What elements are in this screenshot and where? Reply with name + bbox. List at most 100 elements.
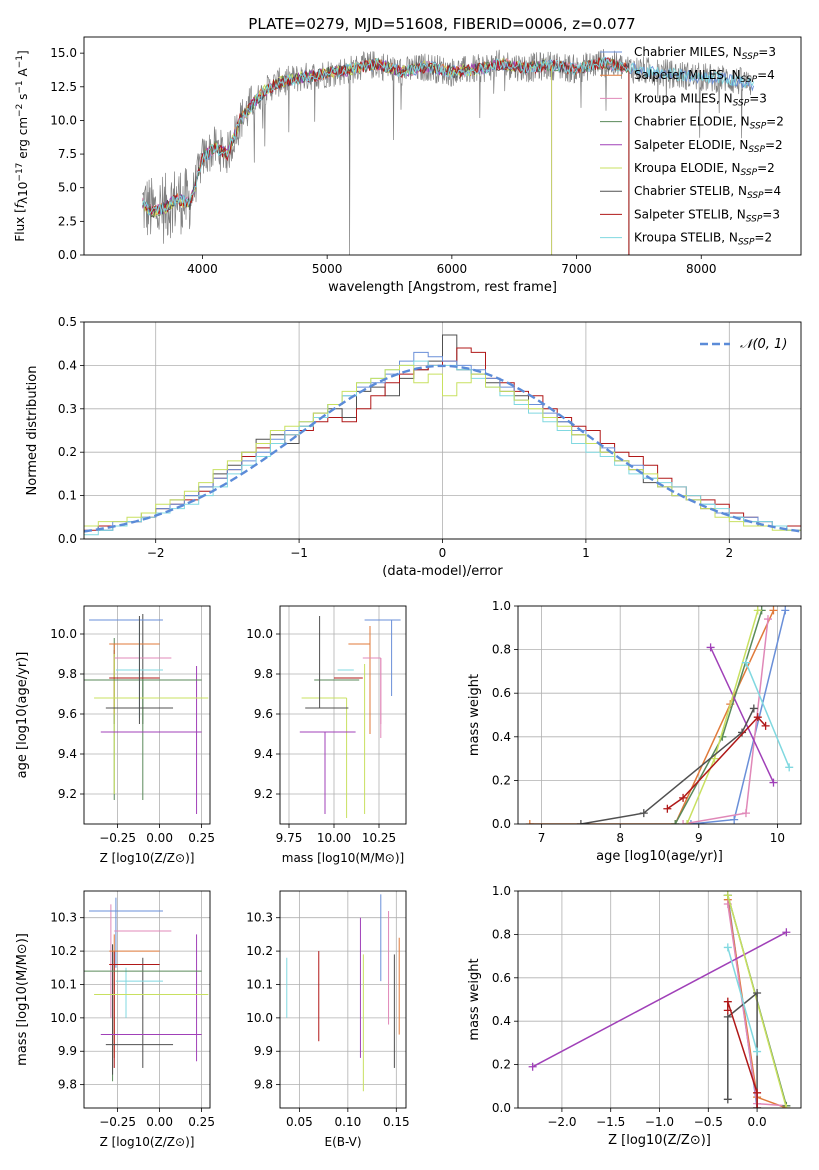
plus-marker — [785, 763, 794, 772]
x-tick-label: 0 — [439, 546, 447, 560]
x-tick-label: 8 — [616, 831, 624, 845]
plus-marker — [639, 809, 648, 818]
spectrum-panel: 4000 5000 6000 7000 8000 0.0 2.5 5.0 7.5 10.0 12.5… — [13, 36, 802, 295]
y-tick-label: 0.0 — [492, 1101, 511, 1115]
legend-label: Salpeter MILES, NSSP=4 — [634, 68, 775, 85]
y-tick-label: 0.2 — [492, 773, 511, 787]
figure-title: PLATE=0279, MJD=51608, FIBERID=0006, z=0… — [248, 15, 635, 33]
y-tick-label: 9.9 — [254, 1044, 273, 1058]
plus-marker — [753, 1047, 762, 1056]
x-tick-label: 6000 — [437, 262, 468, 276]
y-tick-label: 0.5 — [58, 315, 77, 329]
x-tick-label: 5000 — [312, 262, 343, 276]
plus-marker — [763, 615, 772, 624]
weight-vs-age-panel: 7 8 9 10 0.0 0.2 0.4 0.6 0.8 1.0 age [log10(age/yr… — [467, 599, 802, 864]
weight-line — [745, 662, 790, 768]
legend-label: Kroupa STELIB, NSSP=2 — [634, 231, 772, 248]
x-axis-label: (data-model)/error — [382, 564, 503, 579]
x-tick-label: −1 — [290, 546, 308, 560]
y-tick-label: 0.4 — [492, 730, 511, 744]
x-tick-label: 7000 — [561, 262, 592, 276]
axes-frame — [83, 890, 211, 1109]
y-tick-label: 9.9 — [58, 1044, 77, 1058]
x-tick-label: −1.5 — [596, 1115, 625, 1129]
plus-marker — [723, 997, 732, 1006]
y-tick-label: 9.6 — [58, 707, 77, 721]
x-tick-label: −2.0 — [547, 1115, 576, 1129]
y-tick-label: 10.3 — [246, 911, 273, 925]
plus-marker — [782, 928, 791, 937]
y-tick-label: 1.0 — [492, 884, 511, 898]
spectrum-legend: Chabrier MILES, NSSP=3 Salpeter MILES, NS… — [600, 45, 784, 248]
x-tick-label: 0.00 — [146, 831, 173, 845]
y-tick-label: 9.4 — [254, 747, 273, 761]
x-tick-label: 7 — [538, 831, 546, 845]
plus-marker — [671, 820, 680, 824]
y-tick-label: 0.1 — [58, 489, 77, 503]
y-tick-label: 9.8 — [254, 1078, 273, 1092]
y-axis-label: age [log10(age/yr)] — [15, 652, 30, 779]
plus-marker — [741, 809, 750, 818]
plus-marker — [781, 606, 790, 615]
plus-marker — [679, 793, 688, 802]
plus-marker — [706, 643, 715, 652]
weight-line — [709, 647, 775, 783]
plus-marker — [769, 778, 778, 787]
spectrum-plot-area — [142, 48, 755, 255]
y-tick-label: 7.5 — [58, 147, 77, 161]
y-tick-label: 0.4 — [58, 358, 77, 372]
weight-vs-Z-plot-area — [528, 891, 791, 1108]
x-tick-label: 10.00 — [317, 831, 351, 845]
y-tick-label: 9.8 — [58, 1078, 77, 1092]
mass-vs-Z-plot-area — [84, 897, 209, 1082]
age-vs-Z-panel: −0.25 0.00 0.25 9.2 9.4 9.6 9.8 10.0 Z [log10(Z/… — [15, 605, 215, 865]
plus-marker — [753, 1088, 762, 1097]
x-axis-label: Z [log10(Z/Z⊙)] — [100, 851, 195, 865]
axes-frame — [83, 36, 802, 256]
y-tick-label: 9.4 — [58, 747, 77, 761]
plus-marker — [753, 1104, 762, 1108]
y-tick-label: 10.1 — [246, 977, 273, 991]
y-tick-label: 0.4 — [492, 1014, 511, 1028]
weight-line — [727, 947, 758, 1052]
weight-line — [666, 716, 767, 810]
plus-marker — [576, 820, 585, 824]
x-tick-label: 4000 — [187, 262, 218, 276]
y-tick-label: 0.0 — [58, 248, 77, 262]
histogram-step-line — [84, 360, 801, 539]
y-tick-label: 9.8 — [58, 667, 77, 681]
y-axis-label: mass [log10(M/M⊙)] — [15, 933, 30, 1066]
plus-marker — [741, 658, 750, 667]
y-tick-label: 5.0 — [58, 181, 77, 195]
legend-label: 𝒩(0, 1) — [740, 337, 787, 352]
y-tick-label: 10.0 — [246, 627, 273, 641]
axes-frame — [279, 605, 407, 825]
y-tick-label: 9.2 — [58, 787, 77, 801]
y-tick-label: 0.8 — [492, 927, 511, 941]
y-axis-label: Normed distribution — [25, 366, 40, 496]
plus-marker — [723, 891, 732, 900]
plus-marker — [782, 1104, 791, 1108]
legend-label: Salpeter STELIB, NSSP=3 — [634, 207, 780, 224]
plus-marker — [686, 820, 695, 824]
x-tick-label: 0.05 — [286, 1115, 313, 1129]
weight-vs-age-plot-area — [525, 606, 794, 824]
plus-marker — [723, 1006, 732, 1015]
axes-frame — [83, 605, 211, 825]
age-vs-Z-plot-area — [84, 614, 209, 814]
x-tick-label: −0.5 — [694, 1115, 723, 1129]
y-tick-label: 9.8 — [254, 667, 273, 681]
mass-vs-Z-panel: −0.25 0.00 0.25 9.8 9.9 10.0 10.1 10.2 10.3 Z [lo… — [15, 890, 215, 1149]
y-tick-label: 10.2 — [50, 944, 77, 958]
y-tick-label: 10.0 — [50, 113, 77, 127]
axes-frame — [517, 605, 802, 825]
plus-marker — [723, 1095, 732, 1104]
y-tick-label: 0.0 — [492, 817, 511, 831]
axes-frame — [83, 321, 802, 540]
y-tick-label: 1.0 — [492, 599, 511, 613]
mass-vs-EBV-plot-area — [286, 894, 400, 1092]
x-axis-label: age [log10(age/yr)] — [596, 849, 723, 864]
x-tick-label: 10 — [770, 831, 785, 845]
plus-marker — [683, 820, 692, 824]
